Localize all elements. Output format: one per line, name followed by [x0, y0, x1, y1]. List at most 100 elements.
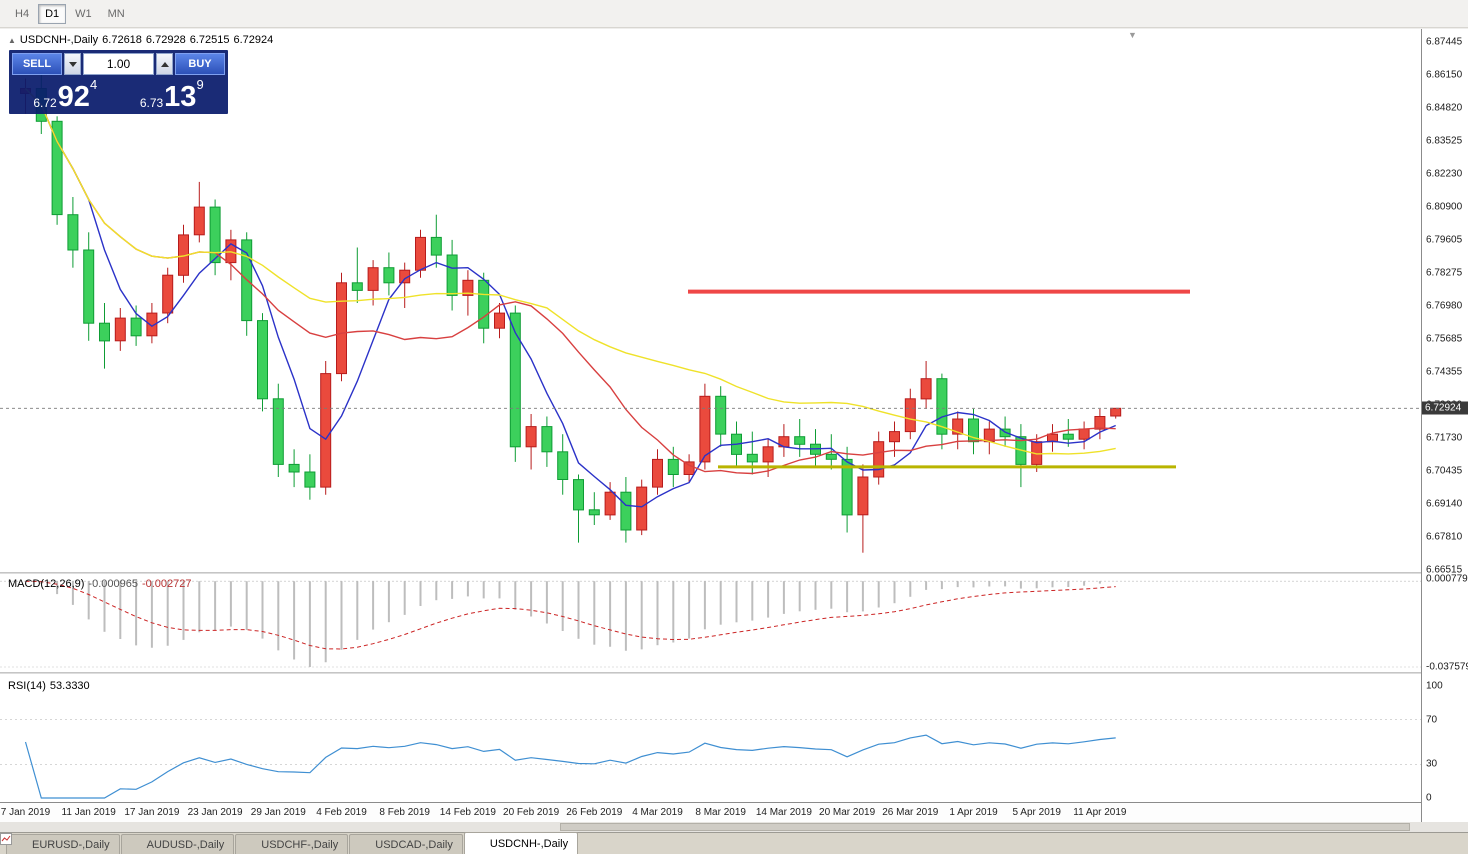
chart-tab-icon: [0, 833, 371, 851]
sell-button[interactable]: SELL: [12, 53, 62, 75]
candle-body: [904, 398, 916, 433]
candle-body: [304, 471, 316, 488]
date-axis-label: 14 Feb 2019: [439, 807, 496, 818]
date-axis-label: 4 Mar 2019: [632, 807, 683, 818]
candle-body: [762, 446, 774, 463]
candle-body: [999, 428, 1011, 438]
ma-line-fast-blue: [24, 88, 1116, 508]
date-axis-label: 11 Apr 2019: [1073, 807, 1127, 818]
price-axis-label: 6.87445: [1426, 36, 1463, 48]
rsi-line: [24, 734, 1116, 799]
candle-body: [1078, 428, 1090, 440]
chart-tab-eurusd[interactable]: EURUSD-,Daily: [0, 833, 120, 854]
chart-tab-icon: [0, 833, 257, 851]
volume-increase-button[interactable]: [156, 53, 173, 75]
panel-divider[interactable]: [0, 572, 1468, 574]
chart-tabs-bar: EURUSD-,Daily AUDUSD-,Daily USDCHF-,Daily U…: [0, 832, 1468, 854]
candle-body: [1062, 433, 1074, 440]
candle-body: [857, 476, 869, 516]
candle-body: [968, 418, 979, 443]
date-axis-label: 4 Feb 2019: [316, 807, 367, 818]
date-axis-label: 17 Jan 2019: [124, 807, 180, 818]
price-chart-panel[interactable]: [0, 29, 1421, 572]
ma-line-slow-yellow: [24, 88, 1116, 455]
rsi-value: 53.3330: [49, 680, 90, 692]
volume-decrease-button[interactable]: [64, 53, 81, 75]
macd-canvas[interactable]: [0, 574, 1421, 672]
chart-tab-label: AUDUSD-,Daily: [146, 838, 225, 851]
chart-tab-usdcnh[interactable]: USDCNH-,Daily: [0, 832, 579, 854]
price-axis-label: 6.80900: [1426, 201, 1463, 213]
candle-body: [1094, 416, 1106, 430]
chart-tab-icon: [0, 833, 143, 851]
rsi-indicator-panel[interactable]: [0, 674, 1421, 802]
candle-body: [873, 441, 885, 478]
candle-body: [351, 282, 363, 291]
candle-body: [288, 463, 300, 473]
date-axis-label: 1 Apr 2019: [949, 807, 998, 818]
candle-body: [557, 451, 569, 480]
candle-body: [446, 254, 458, 296]
buy-button[interactable]: BUY: [175, 53, 225, 75]
candle-body: [825, 453, 837, 460]
price-axis-label: 6.76980: [1426, 300, 1463, 312]
buy-price-point: 9: [196, 77, 204, 92]
candle-body: [272, 398, 284, 465]
macd-indicator-panel[interactable]: [0, 574, 1421, 672]
trade-controls-row: SELL BUY: [12, 53, 225, 75]
candle-body: [652, 458, 663, 488]
buy-price-display[interactable]: 6.73 13 9: [119, 76, 226, 112]
ohlc-high: 6.72928: [145, 34, 186, 46]
rsi-canvas[interactable]: [0, 674, 1421, 802]
price-chart-canvas[interactable]: [0, 29, 1421, 572]
candle-body: [667, 458, 679, 475]
trade-panel-toggle-icon[interactable]: ▲: [8, 36, 16, 45]
timeframe-button-w1[interactable]: W1: [68, 4, 99, 24]
timeframe-button-h4[interactable]: H4: [8, 4, 36, 24]
chart-tab-label: EURUSD-,Daily: [32, 838, 110, 851]
chart-symbol-label: USDCNH-,Daily: [19, 34, 99, 46]
date-axis-label: 8 Feb 2019: [379, 807, 430, 818]
price-axis-label: 6.84820: [1426, 102, 1463, 114]
rsi-axis-label: 30: [1426, 758, 1438, 770]
price-scale[interactable]: 6.72924 6.87445 6.86150 6.84820 6.83525 6.82…: [1421, 29, 1468, 822]
candle-body: [383, 267, 395, 284]
candle-body: [841, 458, 853, 516]
chart-shift-marker-icon[interactable]: ▼: [1128, 30, 1137, 40]
candle-body: [889, 431, 900, 443]
candle-body: [636, 486, 648, 531]
scrollbar-thumb[interactable]: [560, 823, 1410, 831]
buy-price-prefix: 6.73: [139, 96, 164, 110]
candle-body: [573, 479, 584, 511]
candle-body: [478, 279, 490, 329]
chart-tab-usdcad[interactable]: USDCAD-,Daily: [0, 833, 463, 854]
candle-body: [146, 312, 158, 337]
volume-input[interactable]: [83, 53, 154, 75]
rsi-axis-label: 100: [1426, 680, 1443, 692]
macd-axis-label: 0.000779: [1426, 573, 1468, 585]
price-axis-label: 6.86150: [1426, 69, 1463, 81]
candle-body: [952, 418, 964, 435]
macd-main-value: -0.000965: [88, 578, 138, 590]
current-price-badge: 6.72924: [1422, 401, 1468, 415]
rsi-label-row: RSI(14) 53.3330: [8, 680, 94, 692]
candle-body: [430, 236, 442, 256]
date-axis-label: 26 Feb 2019: [566, 807, 623, 818]
sell-price-display[interactable]: 6.72 92 4: [12, 76, 119, 112]
candle-body: [320, 373, 332, 488]
candle-body: [1110, 407, 1122, 417]
panel-divider[interactable]: [0, 672, 1468, 674]
macd-name-label: MACD(12,26,9): [8, 578, 85, 590]
date-axis-label: 26 Mar 2019: [882, 807, 939, 818]
chevron-up-icon: [160, 61, 169, 67]
date-axis-label: 20 Mar 2019: [819, 807, 876, 818]
horizontal-scrollbar[interactable]: [0, 822, 1468, 832]
price-axis-label: 6.82230: [1426, 168, 1463, 180]
candle-body: [746, 453, 758, 463]
timeframe-button-d1[interactable]: D1: [38, 3, 67, 24]
timeframe-button-mn[interactable]: MN: [101, 4, 132, 24]
time-axis[interactable]: 7 Jan 2019 11 Jan 2019 17 Jan 2019 23 Jan 2…: [0, 802, 1421, 823]
chart-tab-audusd[interactable]: AUDUSD-,Daily: [0, 833, 235, 854]
chart-tab-usdchf[interactable]: USDCHF-,Daily: [0, 833, 349, 854]
